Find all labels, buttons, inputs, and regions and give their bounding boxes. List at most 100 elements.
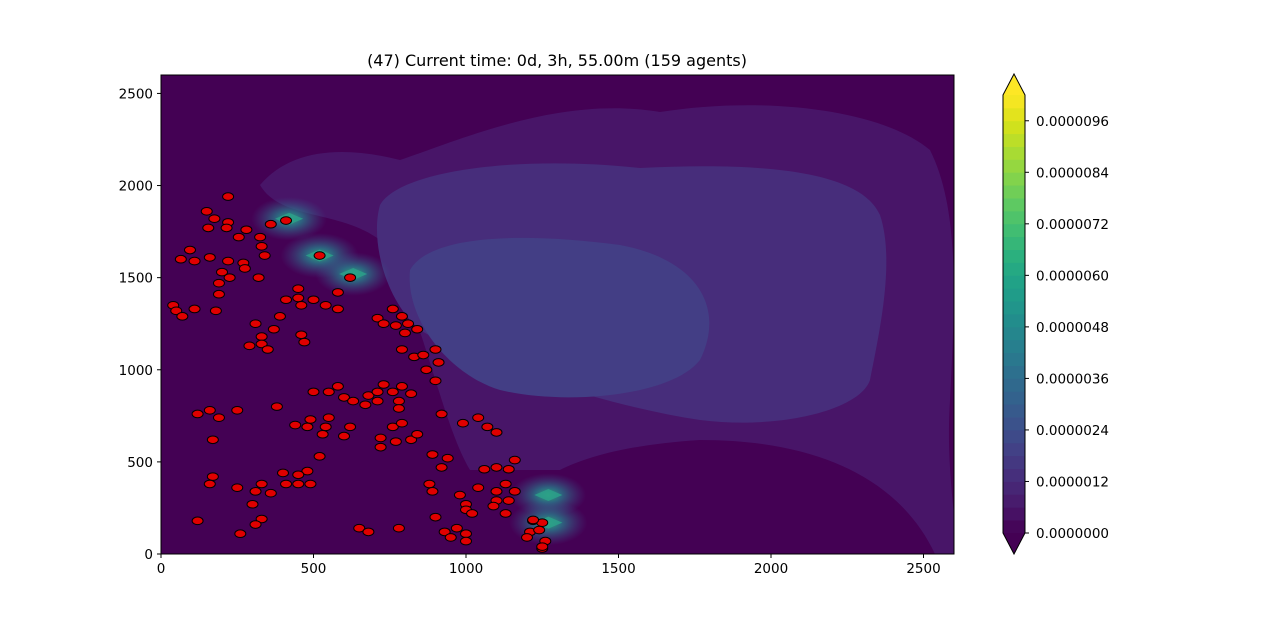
- agent-17: [222, 256, 235, 266]
- agent-87: [304, 415, 317, 424]
- agent-98: [374, 442, 387, 452]
- agent-112: [255, 479, 268, 489]
- agent-158: [362, 527, 375, 537]
- agent-127: [490, 463, 503, 472]
- agent-12: [183, 245, 196, 255]
- agent-15: [203, 253, 216, 262]
- agent-89: [322, 413, 335, 422]
- agent-111: [304, 479, 317, 489]
- colorbar-band-21: [1003, 249, 1025, 263]
- agent-125: [435, 463, 448, 472]
- agent-28: [280, 295, 293, 305]
- agent-130: [508, 487, 521, 496]
- agent-29: [292, 293, 305, 303]
- colorbar-band-4: [1003, 468, 1025, 482]
- agent-121: [234, 529, 247, 539]
- agent-91: [338, 431, 350, 441]
- colorbar-band-15: [1003, 326, 1025, 341]
- agent-80: [231, 406, 244, 415]
- agent-48: [298, 337, 311, 347]
- agent-135: [502, 496, 515, 505]
- agent-6: [264, 219, 277, 229]
- agent-43: [255, 332, 268, 341]
- agent-120: [249, 520, 262, 529]
- agent-25: [344, 273, 357, 282]
- agent-2: [208, 214, 221, 223]
- agent-1: [200, 207, 213, 216]
- agent-47: [295, 330, 308, 340]
- y-tick-label-0: 0: [144, 547, 153, 563]
- colorbar-bands: [1003, 74, 1025, 554]
- agent-49: [371, 313, 384, 323]
- agent-42: [267, 324, 280, 334]
- agent-106: [301, 466, 314, 476]
- colorbar-band-32: [1003, 107, 1025, 122]
- colorbar-band-16: [1003, 314, 1025, 328]
- agent-126: [478, 464, 491, 474]
- agent-124: [441, 453, 454, 463]
- colorbar-band-17: [1003, 301, 1025, 315]
- agent-139: [453, 490, 466, 500]
- x-axis: 0 500 1000 1500 2000 2500: [157, 554, 941, 577]
- colorbar-band-19: [1003, 275, 1025, 289]
- colorbar-tick-label-3: 0.0000036: [1036, 371, 1109, 387]
- agent-77: [392, 396, 405, 406]
- agent-36: [170, 306, 183, 316]
- colorbar-tick-label-6: 0.0000072: [1036, 217, 1109, 233]
- agent-101: [456, 418, 469, 428]
- colorbar: 0.0000000 0.0000012 0.0000024 0.0000036 0.00…: [1002, 72, 1109, 556]
- colorbar-band-14: [1003, 339, 1025, 354]
- agent-129: [508, 455, 521, 465]
- agent-60: [429, 345, 442, 354]
- agent-94: [386, 422, 399, 432]
- y-tick-label-2: 1000: [119, 363, 153, 379]
- agent-99: [389, 437, 402, 446]
- agent-52: [402, 319, 415, 329]
- agent-66: [331, 382, 344, 391]
- agent-156: [444, 533, 457, 542]
- agent-113: [206, 472, 219, 481]
- agent-109: [280, 479, 293, 489]
- agent-50: [386, 304, 399, 314]
- colorbar-extend-min: [1003, 533, 1025, 554]
- colorbar-band-27: [1003, 172, 1025, 186]
- colorbar-band-20: [1003, 262, 1025, 276]
- colorbar-band-6: [1003, 442, 1025, 457]
- agent-142: [466, 509, 479, 518]
- colorbar-band-24: [1003, 210, 1025, 225]
- x-tick-label-2: 1000: [449, 561, 483, 577]
- agent-85: [289, 420, 302, 430]
- agent-55: [411, 324, 424, 334]
- colorbar-tick-label-4: 0.0000048: [1036, 320, 1109, 336]
- agent-137: [423, 479, 436, 489]
- colorbar-band-1: [1003, 507, 1025, 521]
- x-tick-label-1: 500: [301, 561, 327, 577]
- agent-26: [212, 289, 225, 299]
- x-tick-label-0: 0: [157, 561, 166, 577]
- agent-61: [432, 358, 445, 367]
- colorbar-band-28: [1003, 159, 1025, 173]
- agent-38: [188, 304, 201, 314]
- agent-19: [238, 264, 251, 273]
- x-tick-label-4: 2000: [754, 561, 788, 577]
- agent-24: [313, 251, 326, 260]
- agent-136: [487, 501, 500, 511]
- agent-133: [472, 483, 485, 492]
- field-hotspot-core-3: [534, 489, 563, 502]
- agent-70: [371, 387, 384, 397]
- agent-64: [307, 387, 320, 397]
- agent-37: [176, 312, 189, 321]
- field-contour-level-3: [409, 237, 710, 398]
- colorbar-tick-label-8: 0.0000096: [1036, 114, 1109, 130]
- colorbar-band-7: [1003, 429, 1025, 444]
- agent-68: [347, 396, 360, 406]
- agent-138: [426, 487, 439, 496]
- agent-159: [392, 523, 405, 533]
- agent-63: [429, 376, 442, 386]
- agent-117: [264, 488, 277, 498]
- agent-86: [301, 422, 314, 432]
- agent-128: [502, 464, 515, 474]
- agent-100: [435, 409, 448, 419]
- colorbar-band-3: [1003, 481, 1025, 495]
